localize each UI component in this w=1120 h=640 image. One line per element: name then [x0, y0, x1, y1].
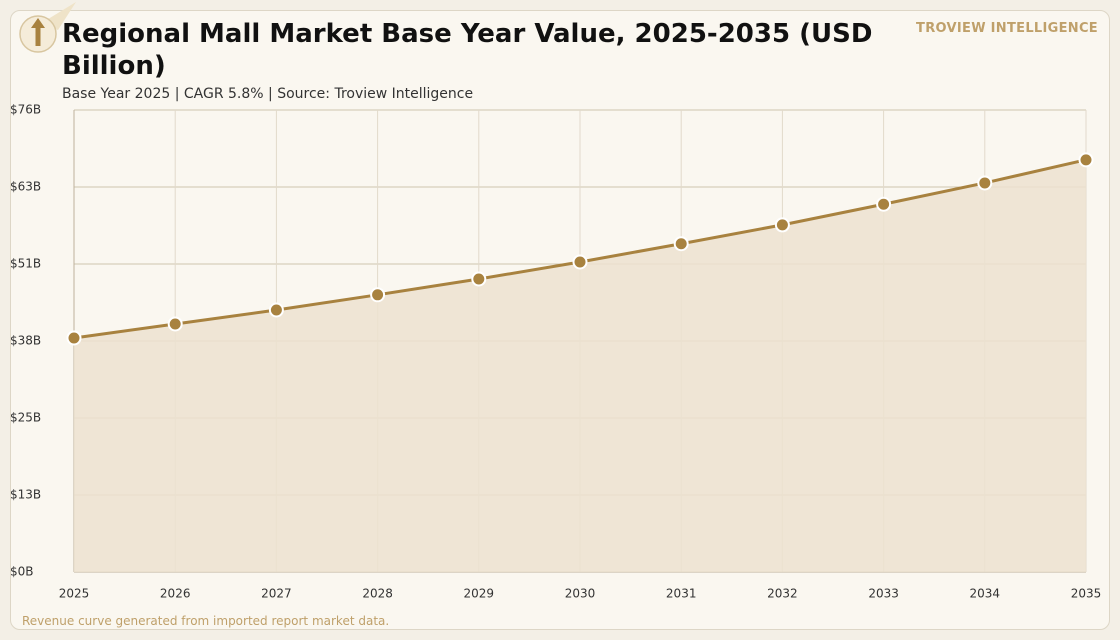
- point: [572, 254, 588, 270]
- x-tick-label: 2027: [261, 587, 292, 601]
- y-tick-label: $76B: [10, 103, 41, 117]
- y-tick-label: $51B: [10, 256, 41, 270]
- point: [977, 175, 993, 191]
- y-tick-label: $13B: [10, 487, 41, 501]
- x-tick-label: 2031: [666, 587, 697, 601]
- x-tick-label: 2029: [464, 587, 495, 601]
- y-tick-label: $38B: [10, 334, 41, 348]
- point: [876, 196, 892, 212]
- chart-title: Regional Mall Market Base Year Value, 20…: [62, 19, 873, 81]
- point: [774, 217, 790, 233]
- x-tick-label: 2034: [970, 587, 1001, 601]
- x-tick-label: 2028: [362, 587, 393, 601]
- point: [673, 236, 689, 252]
- point: [167, 316, 183, 332]
- x-tick-label: 2026: [160, 587, 191, 601]
- point: [268, 302, 284, 318]
- brand: TROVIEW INTELLIGENCE: [916, 21, 1098, 36]
- x-tick-label: 2032: [767, 587, 798, 601]
- point: [66, 330, 82, 346]
- x-tick-label: 2025: [59, 587, 90, 601]
- point: [370, 287, 386, 303]
- area-fill: [74, 159, 1086, 573]
- point: [471, 271, 487, 287]
- x-tick-label: 2030: [565, 587, 596, 601]
- y-tick-label: $0B: [10, 565, 34, 579]
- chart-subtitle: Base Year 2025 | CAGR 5.8% | Source: Tro…: [62, 86, 474, 102]
- y-tick-label: $25B: [10, 411, 41, 425]
- y-tick-label: $63B: [10, 180, 41, 194]
- logo: [19, 2, 76, 53]
- footnote: Revenue curve generated from imported re…: [22, 614, 390, 628]
- point: [1078, 152, 1094, 168]
- x-tick-label: 2033: [868, 587, 899, 601]
- x-tick-label: 2035: [1071, 587, 1102, 601]
